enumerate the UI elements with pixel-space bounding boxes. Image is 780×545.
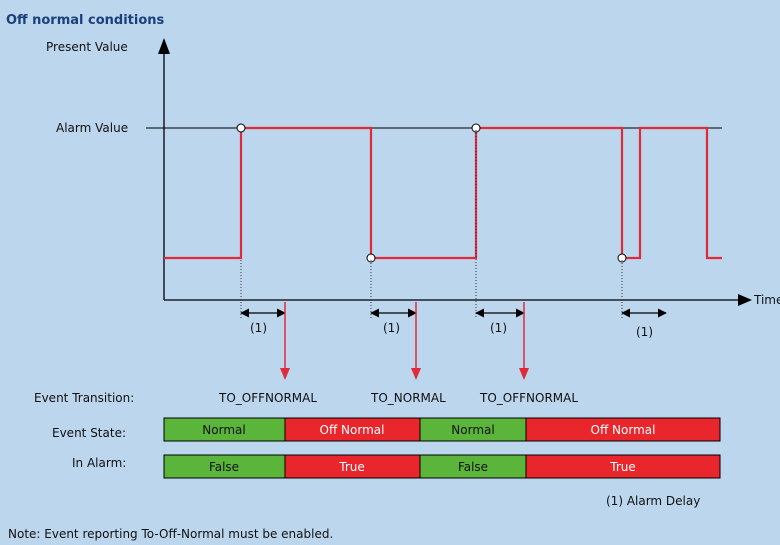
delay-marker: (1) [636,325,653,339]
transition-name: TO_OFFNORMAL [479,391,578,405]
y-axis-label: Present Value [46,40,128,54]
crossing-point [366,253,376,263]
time-guides [240,130,623,318]
in-alarm-row: False True False True [163,454,721,479]
state-cell-label: Normal [202,423,245,437]
down-arrow-icon [280,368,290,380]
delay-marker: (1) [490,321,507,335]
alarm-cell-label: True [609,460,636,474]
down-arrow-icon [519,368,529,380]
event-state-label: Event State: [52,426,126,440]
transition-arrows [280,302,529,380]
y-axis-arrow-icon [158,38,170,54]
state-cell-label: Off Normal [591,423,656,437]
down-arrow-icon [411,368,421,380]
delay-marker: (1) [250,321,267,335]
diagram-title: Off normal conditions [6,13,165,28]
footnote: Note: Event reporting To-Off-Normal must… [8,527,333,541]
crossing-point [236,123,246,133]
alarm-cell-label: False [209,460,239,474]
event-transition-label: Event Transition: [34,391,134,405]
in-alarm-label: In Alarm: [72,456,126,470]
present-value-signal [164,126,722,260]
alarm-value-label: Alarm Value [56,121,128,135]
transition-name: TO_NORMAL [370,391,446,405]
state-cell [525,417,721,442]
delay-marker: (1) [383,321,400,335]
alarm-delay-legend: (1) Alarm Delay [606,494,700,508]
state-cell-label: Off Normal [320,423,385,437]
state-cell-label: Normal [451,423,494,437]
alarm-cell-label: False [458,460,488,474]
crossing-point [471,123,481,133]
transition-name: TO_OFFNORMAL [218,391,317,405]
x-axis-arrow-icon [738,294,752,306]
event-state-row: Normal Off Normal Normal Off Normal [163,417,721,442]
alarm-cell-label: True [338,460,365,474]
alarm-cell [525,454,721,479]
x-axis-label: Time [753,293,780,307]
crossing-point [617,253,627,263]
